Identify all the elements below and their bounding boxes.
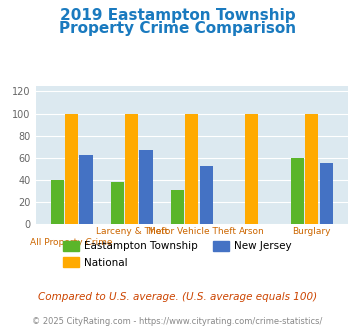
Bar: [245, 114, 258, 224]
Bar: [200, 166, 213, 224]
Text: Property Crime Comparison: Property Crime Comparison: [59, 21, 296, 36]
Text: © 2025 CityRating.com - https://www.cityrating.com/crime-statistics/: © 2025 CityRating.com - https://www.city…: [32, 317, 323, 326]
Bar: [185, 114, 198, 224]
Bar: [140, 150, 153, 224]
Bar: [125, 114, 138, 224]
Bar: [80, 154, 93, 224]
Bar: [171, 190, 184, 224]
Bar: [65, 114, 78, 224]
Text: 2019 Eastampton Township: 2019 Eastampton Township: [60, 8, 295, 23]
Bar: [111, 182, 124, 224]
Text: Compared to U.S. average. (U.S. average equals 100): Compared to U.S. average. (U.S. average …: [38, 292, 317, 302]
Bar: [305, 114, 318, 224]
Bar: [50, 180, 64, 224]
Bar: [320, 163, 333, 224]
Legend: Eastampton Township, National, New Jersey: Eastampton Township, National, New Jerse…: [63, 241, 292, 268]
Bar: [291, 158, 304, 224]
